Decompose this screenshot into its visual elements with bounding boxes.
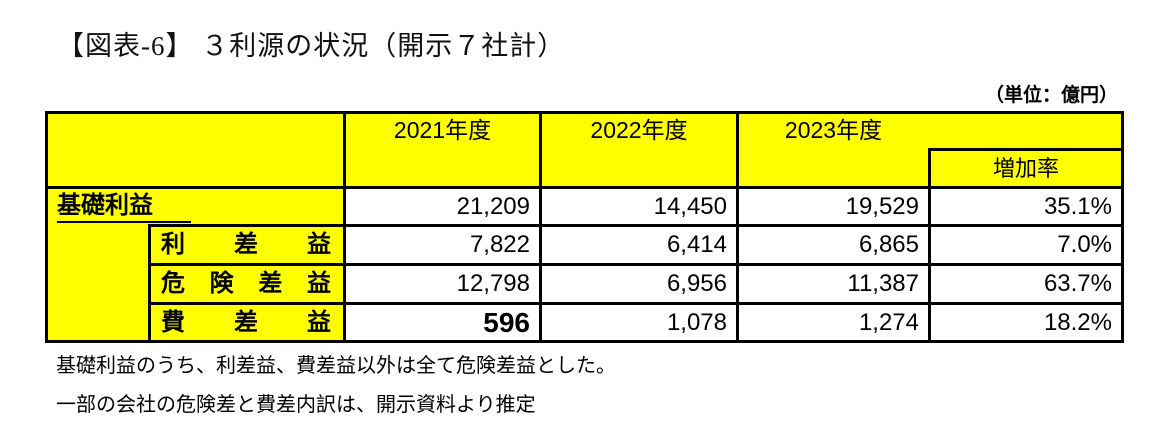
col-header-growth-rate: 増加率 xyxy=(928,148,1121,186)
row-label-expense-margin: 費差益 xyxy=(148,302,343,340)
row-label-mortality-margin: 危険差益 xyxy=(148,263,343,302)
cell-base-profit-2023: 19,529 xyxy=(736,186,928,224)
cell-expense-margin-2022: 1,078 xyxy=(539,302,736,340)
header-corner-cell xyxy=(48,114,343,186)
cell-mortality-margin-2022: 6,956 xyxy=(539,263,736,302)
figure-title: 【図表-6】 ３利源の状況（開示７社計） xyxy=(57,31,566,61)
col-header-2023: 2023年度 xyxy=(736,114,1121,148)
indent-strip xyxy=(48,224,148,340)
cell-interest-margin-growth: 7.0% xyxy=(928,224,1121,263)
cell-expense-margin-2023: 1,274 xyxy=(736,302,928,340)
col-header-2021: 2021年度 xyxy=(343,114,539,186)
footnotes: 基礎利益のうち、利差益、費差益以外は全て危険差益とした。 一部の会社の危険差と費… xyxy=(56,347,616,425)
cell-expense-margin-2021: 596 xyxy=(343,302,539,340)
footnote-1: 基礎利益のうち、利差益、費差益以外は全て危険差益とした。 xyxy=(56,355,616,377)
cell-base-profit-2022: 14,450 xyxy=(539,186,736,224)
cell-base-profit-2021: 21,209 xyxy=(343,186,539,224)
col-header-2022: 2022年度 xyxy=(539,114,736,186)
cell-interest-margin-2022: 6,414 xyxy=(539,224,736,263)
unit-label: （単位：億円） xyxy=(984,85,1118,106)
row-label-base-profit: 基礎利益 xyxy=(48,186,343,224)
cell-expense-margin-growth: 18.2% xyxy=(928,302,1121,340)
header-2023-filler-cell xyxy=(736,148,928,186)
cell-interest-margin-2021: 7,822 xyxy=(343,224,539,263)
cell-mortality-margin-growth: 63.7% xyxy=(928,263,1121,302)
financial-table: 2021年度 2022年度 2023年度 増加率 基礎利益 21,209 14,… xyxy=(45,111,1124,343)
cell-mortality-margin-2023: 11,387 xyxy=(736,263,928,302)
cell-interest-margin-2023: 6,865 xyxy=(736,224,928,263)
footnote-2: 一部の会社の危険差と費差内訳は、開示資料より推定 xyxy=(56,394,536,416)
cell-mortality-margin-2021: 12,798 xyxy=(343,263,539,302)
cell-base-profit-growth: 35.1% xyxy=(928,186,1121,224)
row-label-interest-margin: 利差益 xyxy=(148,224,343,263)
row-label-base-profit-text: 基礎利益 xyxy=(57,191,191,223)
